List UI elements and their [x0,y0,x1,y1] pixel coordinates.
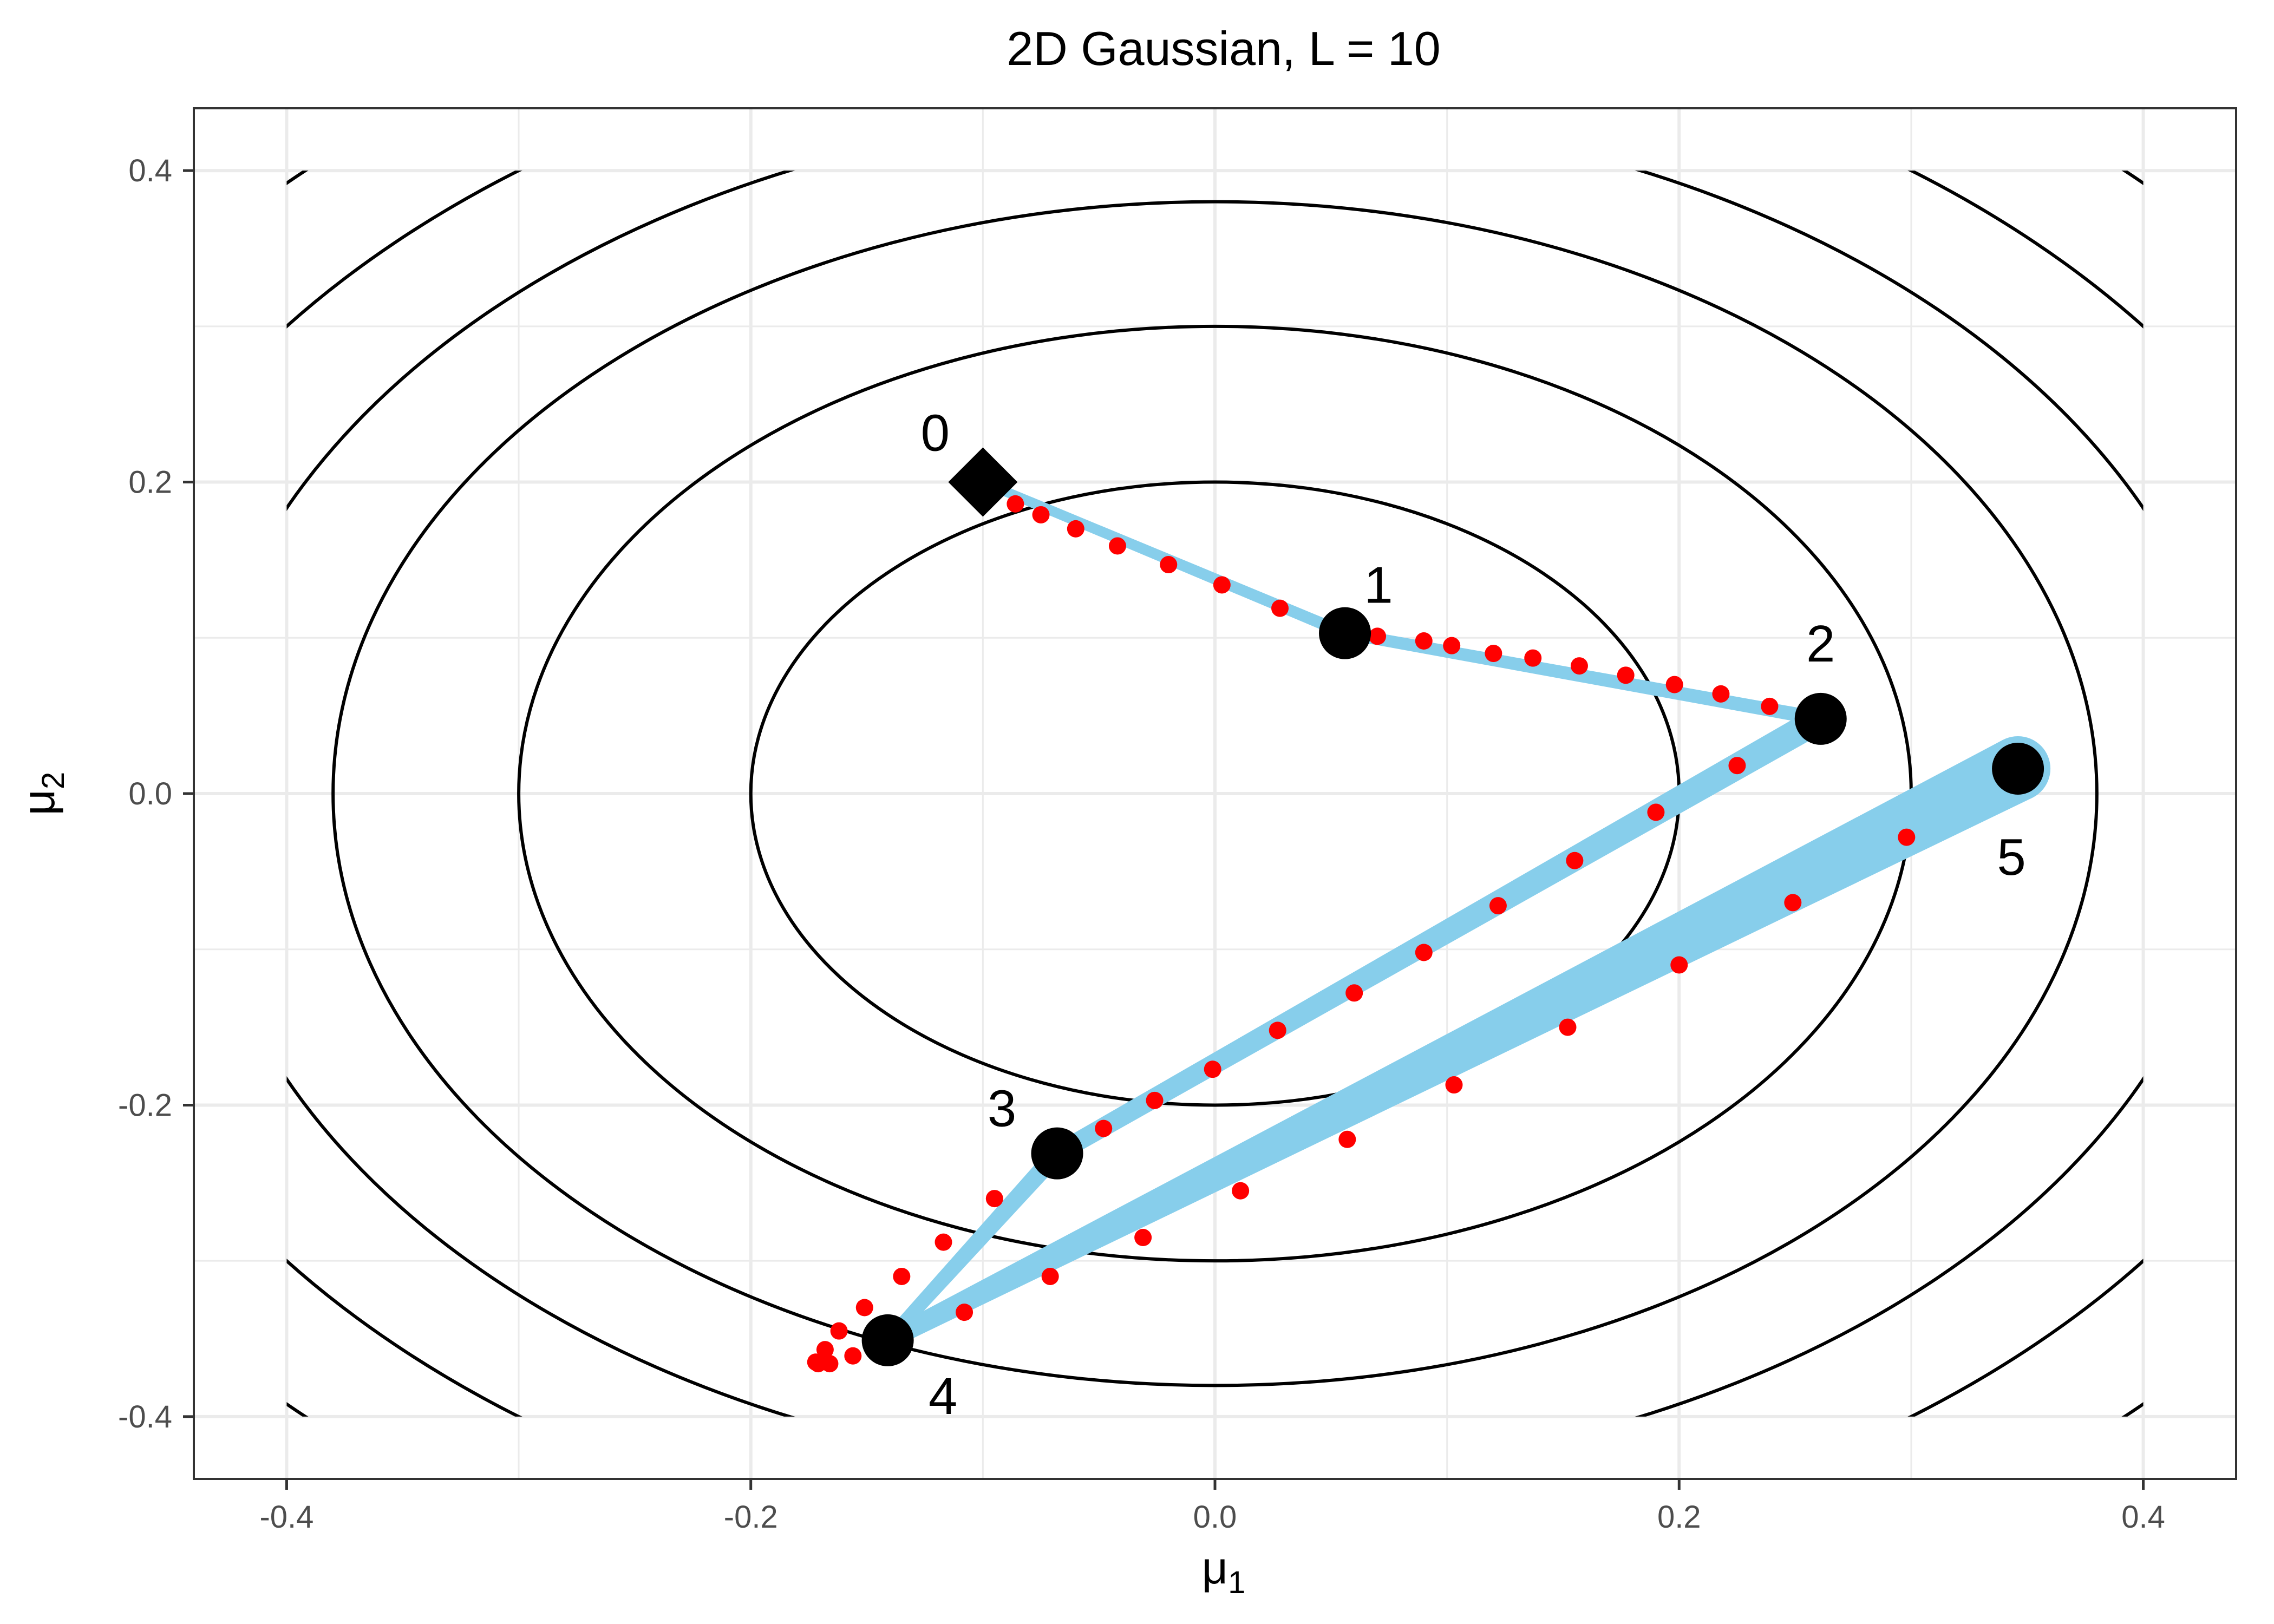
y-tick-label: -0.4 [118,1399,172,1435]
path-point [1007,495,1024,513]
trajectory-marker-1 [1319,607,1371,659]
path-point [1647,803,1665,821]
path-point [1485,645,1502,663]
x-axis-title: μ1 [1202,1542,1246,1600]
path-point [1617,666,1635,684]
trajectory-markers: 0 1 2 3 4 5 [861,404,2044,1425]
path-point [816,1341,834,1359]
trajectory-label-3: 3 [988,1080,1016,1138]
path-point [1784,894,1802,912]
path-point [1338,1130,1356,1148]
trajectory-label-1: 1 [1364,556,1393,614]
path-point [1712,685,1730,703]
y-axis: -0.4 -0.2 0.0 0.2 0.4 [118,153,194,1435]
y-tick-label: -0.2 [118,1088,172,1123]
path-band-3-4 [883,1147,1064,1345]
x-tick-label: 0.2 [1657,1499,1701,1535]
y-tick-label: 0.4 [128,153,172,188]
trajectory-label-4: 4 [929,1367,957,1425]
path-point [1489,897,1507,915]
path-point [1415,944,1433,961]
trajectory-marker-2 [1794,692,1847,745]
path-band-2-3 [1053,707,1828,1162]
path-point [1345,984,1363,1002]
trajectory-label-5: 5 [1997,828,2025,886]
y-tick-label: 0.2 [128,465,172,500]
x-tick-label: 0.0 [1193,1499,1237,1535]
path-point [1415,632,1433,650]
contour-level-3 [331,200,2099,1387]
path-point [935,1233,952,1251]
path-point [1665,676,1683,693]
x-axis-title-subscript: 1 [1228,1565,1245,1600]
path-point [1041,1267,1059,1285]
path-point [855,1299,873,1317]
path-point [1134,1229,1152,1247]
path-point [893,1267,911,1285]
path-point [1369,627,1387,645]
path-point [1146,1091,1164,1109]
path-point [1898,828,1916,846]
path-point [1067,520,1084,538]
path-point [1728,757,1746,775]
path-point [956,1304,973,1321]
path-point [1761,697,1779,715]
path-point [1095,1119,1113,1137]
path-point [1271,599,1289,617]
path-point [1032,506,1050,523]
y-axis-title-base: μ [13,789,64,815]
path-point [1570,657,1588,675]
path-point [1160,556,1178,574]
path-point [1559,1018,1577,1036]
path-point [1232,1182,1250,1200]
y-axis-title-subscript: 2 [36,772,71,789]
y-axis-title: μ2 [13,772,71,816]
path-point [1204,1060,1221,1078]
x-tick-label: 0.4 [2121,1499,2165,1535]
trajectory-marker-3 [1031,1127,1083,1180]
path-point [821,1355,839,1373]
x-tick-label: -0.4 [259,1499,313,1535]
path-point [1566,852,1584,869]
path-point [1445,1076,1463,1094]
y-tick-label: 0.0 [128,776,172,811]
path-point [1524,649,1542,667]
trajectory-start-marker [948,447,1018,517]
path-point [1670,956,1688,974]
path-point [985,1190,1003,1208]
path-band-4-5 [883,739,2033,1349]
path-point [830,1322,848,1340]
x-axis: -0.4 -0.2 0.0 0.2 0.4 [259,1479,2165,1535]
path-point [1269,1021,1286,1039]
path-band-1-2 [1344,627,1822,726]
path-points [807,495,1916,1373]
path-point [844,1347,862,1365]
path-point [1443,637,1461,654]
chart-title: 2D Gaussian, L = 10 [1007,22,1440,75]
trajectory-label-2: 2 [1806,615,1835,673]
trajectory-marker-4 [861,1314,914,1366]
path-point [1213,576,1231,594]
trajectory-label-0: 0 [921,404,950,462]
trajectory-marker-5 [1992,742,2044,795]
x-tick-label: -0.2 [724,1499,778,1535]
x-axis-title-base: μ [1202,1542,1228,1593]
path-point [1108,537,1126,555]
